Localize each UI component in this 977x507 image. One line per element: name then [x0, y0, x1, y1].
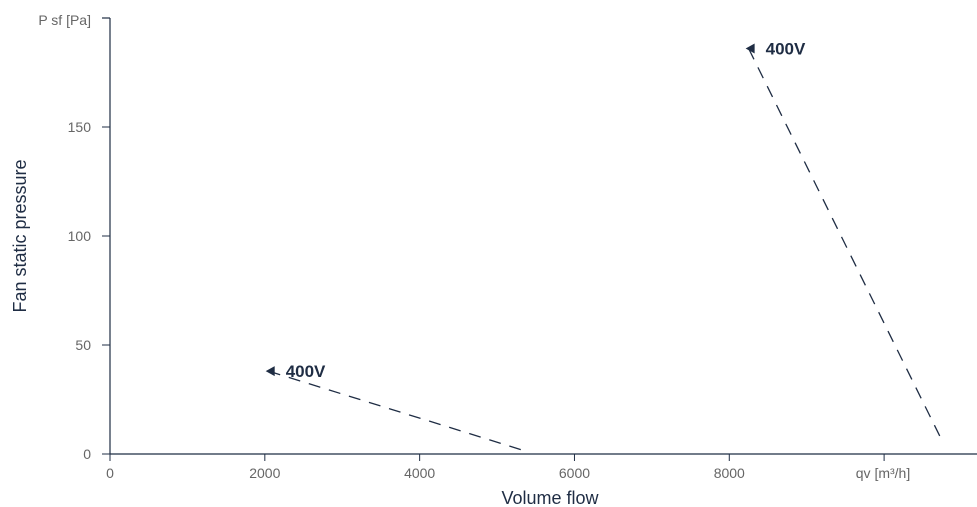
y-tick-label: 100: [68, 228, 92, 244]
series-arrow-marker: [745, 43, 755, 54]
x-axis-title: Volume flow: [501, 488, 599, 507]
series-arrow-marker: [265, 366, 275, 377]
x-unit-label: qv [m³/h]: [856, 465, 910, 481]
series-layer: 400V 400V: [265, 40, 943, 453]
y-unit-label: P sf [Pa]: [38, 12, 91, 28]
x-tick-label: 0: [106, 465, 114, 481]
axis-titles: Volume flow Fan static pressure qv [m³/h…: [10, 12, 910, 507]
x-tick-label: 4000: [404, 465, 435, 481]
ticks: 0 2000 4000 6000 8000 0 50 100 150: [68, 119, 885, 481]
y-tick-label: 50: [75, 337, 91, 353]
x-tick-label: 2000: [249, 465, 280, 481]
series-line: [748, 48, 943, 442]
series-label: 400V: [286, 362, 326, 381]
x-tick-label: 6000: [559, 465, 590, 481]
y-tick-label: 0: [83, 446, 91, 462]
axes: [102, 17, 977, 455]
y-tick-label: 150: [68, 119, 92, 135]
series-line: [268, 370, 529, 453]
y-axis-title: Fan static pressure: [10, 159, 30, 312]
series-label: 400V: [766, 40, 806, 59]
x-tick-label: 8000: [714, 465, 745, 481]
